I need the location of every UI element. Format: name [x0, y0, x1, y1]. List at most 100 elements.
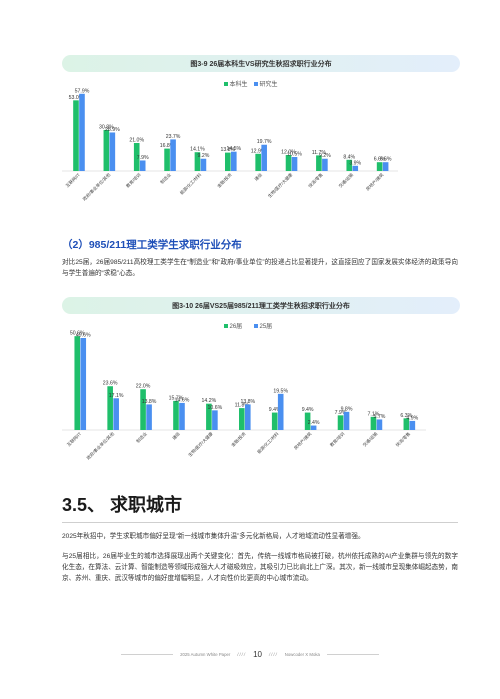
bar [277, 393, 284, 430]
data-label: 28.9% [105, 127, 120, 133]
x-tick-label: 金融/投资 [229, 430, 247, 448]
bar [74, 336, 81, 430]
data-label: 7.1% [368, 411, 380, 417]
bar [146, 404, 152, 430]
x-tick-label: 政府/事业单位/其他 [85, 430, 116, 461]
data-label: 14.2% [202, 398, 217, 404]
heading-divider [62, 522, 458, 523]
x-tick-label: 互联网/IT [64, 171, 82, 189]
data-label: 53.0% [69, 95, 84, 101]
bar [133, 143, 140, 171]
data-label: 21.0% [129, 138, 144, 144]
bar [291, 157, 298, 171]
data-label: 14.6% [175, 397, 190, 403]
city-paragraph-2: 与25届相比，26届毕业生的城市选择展现出两个关键变化：首先，传统一线城市格局被… [62, 553, 458, 583]
footer-separator: //// [268, 651, 278, 657]
legend-label: 25届 [260, 323, 273, 330]
bar [170, 139, 176, 171]
bar [173, 400, 179, 430]
data-label: 4.9% [406, 415, 418, 421]
bar [140, 389, 146, 430]
bar [245, 404, 251, 430]
page-footer: 2025 Autumn White Paper //// 10 //// Now… [0, 648, 500, 660]
bar [200, 158, 207, 171]
bar [310, 425, 317, 430]
data-label: 9.2% [198, 153, 210, 159]
x-tick-label: 教育/培训 [328, 430, 346, 448]
bar [376, 162, 383, 171]
data-label: 9.4% [302, 407, 314, 413]
data-label: 14.1% [190, 147, 205, 153]
bar [79, 93, 85, 171]
x-tick-label: 互联网/IT [65, 430, 83, 448]
city-section-heading: 3.5、 求职城市 [62, 495, 183, 515]
bar [103, 129, 110, 171]
bar [212, 410, 218, 430]
x-tick-label: 生物/医疗/大健康 [266, 171, 294, 199]
data-label: 30.8% [99, 124, 114, 130]
data-label: 6.3% [400, 413, 412, 419]
x-tick-label: 通信 [171, 430, 183, 442]
bar [352, 165, 359, 171]
footer-rule-left [121, 653, 174, 655]
x-tick-label: 教育/培训 [124, 171, 142, 189]
bar [322, 158, 328, 171]
legend-swatch [224, 324, 228, 328]
chart1-title-banner: 图3-9 26届本科生VS研究生秋招求职行业分布 [62, 55, 460, 72]
bar [346, 159, 353, 171]
data-label: 9.2% [319, 153, 331, 159]
bar [409, 420, 416, 430]
bar [139, 160, 146, 171]
x-tick-label: 能源/化工/材料 [178, 171, 203, 196]
x-tick-label: 制造业 [135, 430, 150, 445]
bar [285, 155, 292, 171]
x-tick-label: 能源/化工/材料 [255, 430, 280, 455]
data-label: 10.6% [208, 405, 223, 411]
data-label: 9.4% [269, 407, 281, 413]
section-paragraph: 对比25届，26届985/211高校理工类学生在“制造业”和“政府/事业单位”的… [62, 259, 458, 278]
data-label: 23.7% [166, 134, 181, 140]
bar [206, 403, 212, 430]
data-label: 9.8% [341, 406, 353, 412]
bar [316, 155, 322, 171]
x-tick-label: 金融/投资 [215, 171, 233, 189]
bar [73, 100, 79, 171]
data-label: 19.7% [257, 139, 272, 145]
footer-left-text: 2025 Autumn White Paper [180, 651, 231, 657]
data-label: 50.6% [70, 331, 85, 337]
x-tick-label: 房地产/建筑 [364, 171, 385, 192]
legend-swatch [254, 324, 258, 328]
data-label: 6.6% [374, 157, 386, 163]
bar [239, 408, 245, 430]
x-tick-label: 交通/运输 [337, 171, 355, 189]
data-label: 13.8% [142, 399, 157, 405]
bar [261, 144, 267, 171]
chart1-bar-chart: 本科生 研究生 53.0%57.9% 互联网/IT 30.8%28.9% 政府/事业单位/… [62, 80, 398, 202]
data-label: 8.4% [343, 154, 355, 160]
data-label: 23.6% [103, 381, 118, 387]
x-tick-label: 房地产/建筑 [292, 430, 313, 451]
bar [113, 398, 119, 430]
data-label: 49.6% [76, 333, 91, 339]
legend-label: 研究生 [260, 80, 278, 88]
bar [382, 162, 389, 171]
data-label: 3.9% [349, 160, 361, 166]
bar [403, 418, 410, 430]
data-label: 16.8% [160, 143, 175, 149]
chart2-title: 图3-10 26届VS25届985/211理工类学生秋招求职行业分布 [172, 302, 350, 310]
data-label: 6.6% [380, 157, 392, 163]
footer-separator: //// [237, 651, 247, 657]
chart2-bar-chart: 26届 25届 50.6%49.6% 互联网/IT 23.6% 17.1% 政府/事业单位/… [62, 323, 426, 461]
legend-swatch [224, 82, 228, 86]
legend-label: 26届 [230, 323, 243, 330]
x-tick-label: 快消/零售 [307, 171, 325, 189]
bar [370, 416, 377, 430]
bar [80, 338, 87, 430]
x-tick-label: 交通/运输 [361, 430, 379, 448]
data-label: 17.1% [109, 393, 124, 399]
data-label: 10.5% [287, 152, 302, 158]
data-label: 57.9% [75, 88, 90, 94]
data-label: 12.9% [251, 148, 266, 154]
data-label: 19.5% [273, 388, 288, 394]
page-number: 10 [253, 649, 262, 659]
